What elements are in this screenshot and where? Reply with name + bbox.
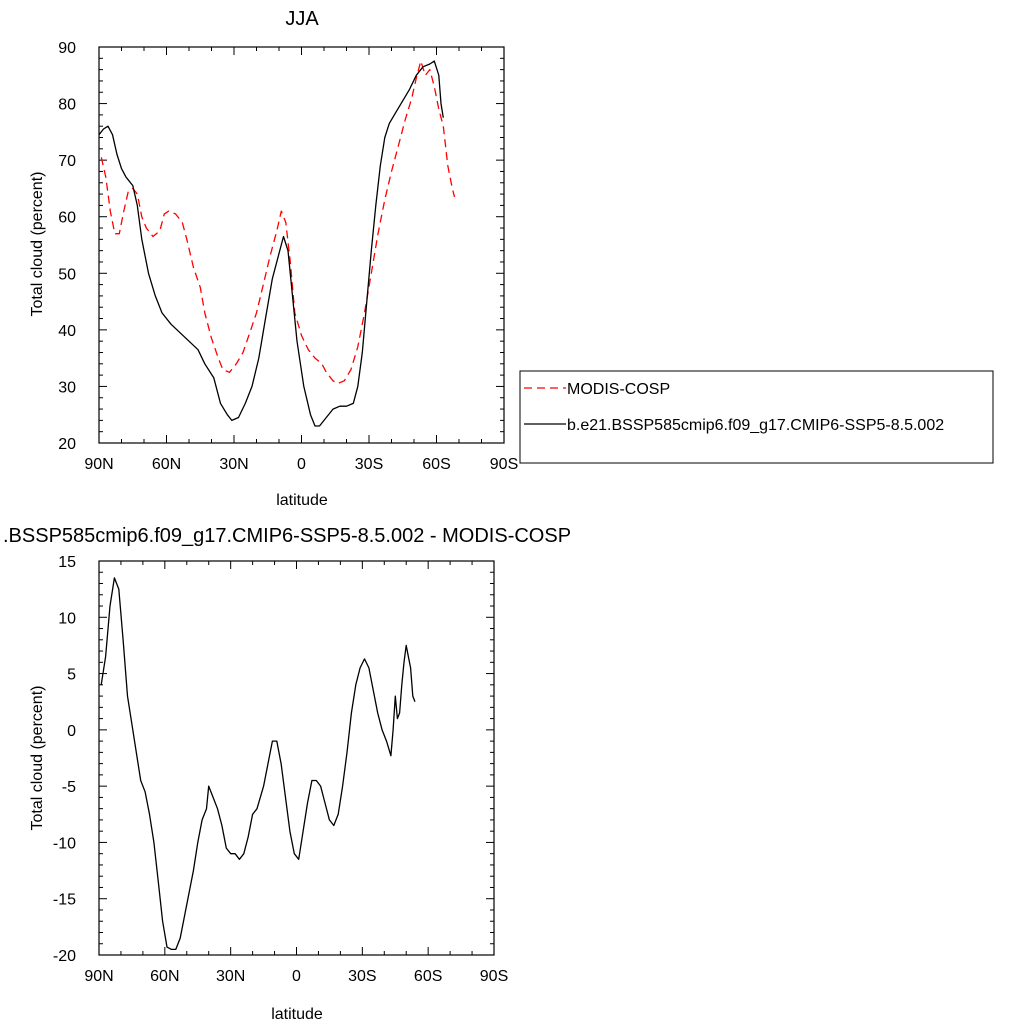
bottom-x-tick-label: 90N <box>84 968 113 985</box>
bottom-plot-frame <box>98 560 495 956</box>
top-y-tick-label: 60 <box>58 210 76 227</box>
bottom-x-tick-label: 30N <box>216 968 245 985</box>
top-y-tick-label: 50 <box>58 266 76 283</box>
top-x-tick-label: 0 <box>297 456 306 473</box>
top-panel: JJA latitude Total cloud (percent) 90N 60… <box>29 8 518 509</box>
bottom-y-tick-label: 0 <box>67 723 76 740</box>
bottom-x-tick-label: 90S <box>480 968 508 985</box>
top-y-tick-label: 30 <box>58 379 76 396</box>
top-panel-title: JJA <box>285 8 319 30</box>
top-x-tick-label: 90S <box>490 456 518 473</box>
legend-label-model: b.e21.BSSP585cmip6.f09_g17.CMIP6-SSP5-8.… <box>567 417 944 434</box>
top-panel-ylabel: Total cloud (percent) <box>29 172 46 317</box>
bottom-y-tick-label: 15 <box>58 554 76 571</box>
top-y-tick-label: 80 <box>58 97 76 114</box>
legend-label-modis: MODIS-COSP <box>567 381 670 398</box>
bottom-x-tick-label: 30S <box>348 968 376 985</box>
top-series-line-0 <box>100 60 456 385</box>
bottom-panel-ylabel: Total cloud (percent) <box>29 686 46 831</box>
top-y-tick-label: 20 <box>58 436 76 453</box>
bottom-y-tick-label: -15 <box>53 892 76 909</box>
top-x-tick-label: 30N <box>219 456 248 473</box>
bottom-y-tick-label: -5 <box>62 779 76 796</box>
top-x-tick-label: 60N <box>152 456 181 473</box>
top-x-tick-label: 30S <box>355 456 383 473</box>
bottom-series-line-0 <box>100 577 416 951</box>
top-y-tick-label: 40 <box>58 323 76 340</box>
bottom-y-tick-label: -10 <box>53 835 76 852</box>
bottom-x-tick-label: 0 <box>292 968 301 985</box>
top-x-tick-label: 60S <box>422 456 450 473</box>
bottom-panel-title: .BSSP585cmip6.f09_g17.CMIP6-SSP5-8.5.002… <box>3 525 571 547</box>
top-x-tick-label: 90N <box>84 456 113 473</box>
top-plot-frame <box>98 46 505 444</box>
top-series-line-1 <box>98 60 444 427</box>
top-y-tick-label: 90 <box>58 40 76 57</box>
top-panel-xlabel: latitude <box>276 492 328 509</box>
bottom-x-tick-label: 60N <box>150 968 179 985</box>
bottom-y-tick-label: -20 <box>53 948 76 965</box>
bottom-y-tick-label: 10 <box>58 610 76 627</box>
bottom-panel: .BSSP585cmip6.f09_g17.CMIP6-SSP5-8.5.002… <box>3 525 571 1023</box>
top-y-tick-label: 70 <box>58 153 76 170</box>
bottom-y-tick-label: 5 <box>67 667 76 684</box>
bottom-x-tick-label: 60S <box>414 968 442 985</box>
bottom-panel-xlabel: latitude <box>271 1006 323 1023</box>
legend-box <box>519 370 994 464</box>
legend: MODIS-COSP b.e21.BSSP585cmip6.f09_g17.CM… <box>519 370 994 464</box>
